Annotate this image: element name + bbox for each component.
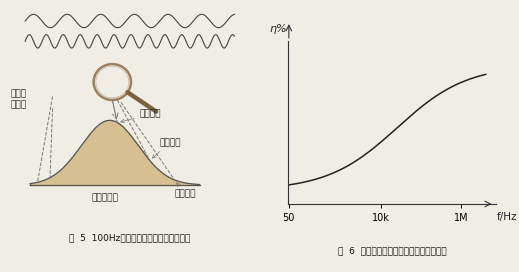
Text: 图  5  100Hz闪频的荧光灯发光变化示意图: 图 5 100Hz闪频的荧光灯发光变化示意图 — [69, 233, 190, 242]
Text: 红光输出: 红光输出 — [174, 183, 196, 199]
Text: f/Hz: f/Hz — [497, 212, 517, 222]
Text: η%: η% — [269, 24, 287, 34]
Text: 非饱和
荧光粉: 非饱和 荧光粉 — [10, 89, 26, 109]
Text: 白光输出: 白光输出 — [121, 110, 161, 123]
Text: 动态光输出: 动态光输出 — [91, 193, 118, 202]
Text: 黄光输出: 黄光输出 — [153, 138, 181, 158]
Text: 图  6  荧光灯发光效率与工作频率关系曲线: 图 6 荧光灯发光效率与工作频率关系曲线 — [337, 247, 446, 256]
